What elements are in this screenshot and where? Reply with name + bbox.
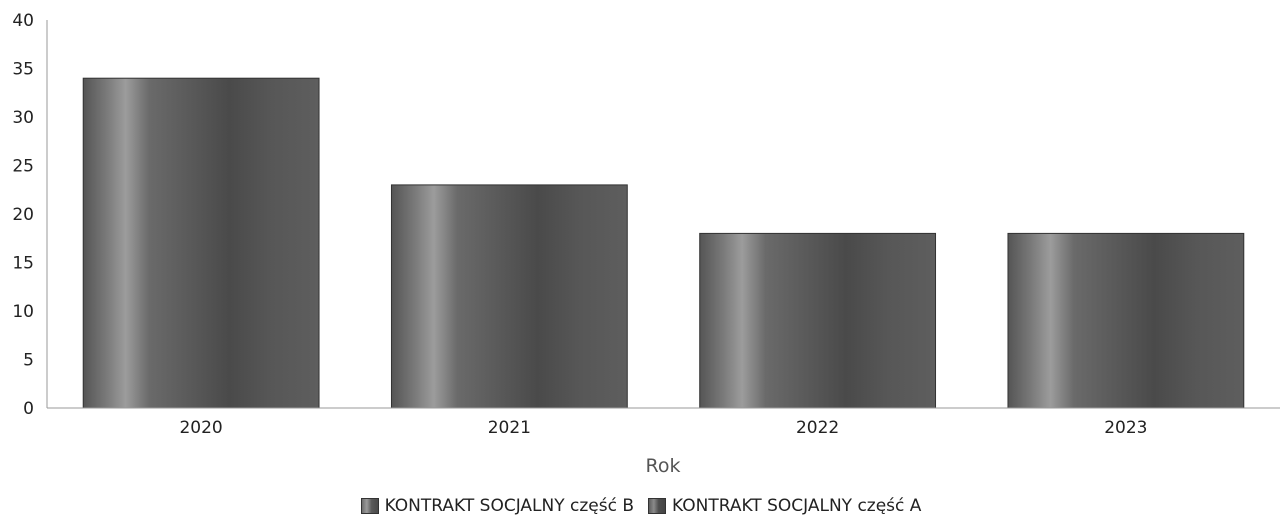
bar-chart: 0 5 10 15 20 25 30 35 40 2020 2021 2022 2023 Rok <box>12 11 1280 477</box>
x-tick-label: 2022 <box>796 418 839 438</box>
y-tick-label: 0 <box>23 399 34 419</box>
bar-2022[interactable] <box>699 232 937 409</box>
bar-2023[interactable] <box>1007 232 1245 409</box>
y-tick-label: 15 <box>12 254 34 274</box>
legend-label-part-b: KONTRAKT SOCJALNY część B <box>384 496 635 516</box>
legend-label-part-a: KONTRAKT SOCJALNY część A <box>672 496 922 516</box>
y-tick-label: 25 <box>12 157 34 177</box>
legend-swatch-part-b <box>360 498 379 514</box>
bar-2021[interactable] <box>390 184 628 409</box>
y-tick-label: 20 <box>12 205 34 225</box>
y-tick-label: 5 <box>23 351 34 371</box>
y-axis-ticks: 0 5 10 15 20 25 30 35 40 <box>12 11 34 419</box>
x-tick-label: 2021 <box>488 418 531 438</box>
legend-item-part-a[interactable]: KONTRAKT SOCJALNY część A <box>648 496 921 516</box>
y-tick-label: 40 <box>12 11 34 31</box>
bar-2020[interactable] <box>82 77 320 409</box>
x-axis-ticks: 2020 2021 2022 2023 <box>179 418 1147 438</box>
legend-swatch-part-a <box>648 498 667 514</box>
y-tick-label: 10 <box>12 302 34 322</box>
bar-series <box>82 77 1245 409</box>
x-tick-label: 2023 <box>1104 418 1147 438</box>
chart-legend: KONTRAKT SOCJALNY część B KONTRAKT SOCJA… <box>0 496 1282 516</box>
y-tick-label: 30 <box>12 108 34 128</box>
y-tick-label: 35 <box>12 60 34 80</box>
legend-item-part-b[interactable]: KONTRAKT SOCJALNY część B <box>360 496 635 516</box>
x-tick-label: 2020 <box>179 418 222 438</box>
x-axis-title: Rok <box>646 455 681 477</box>
